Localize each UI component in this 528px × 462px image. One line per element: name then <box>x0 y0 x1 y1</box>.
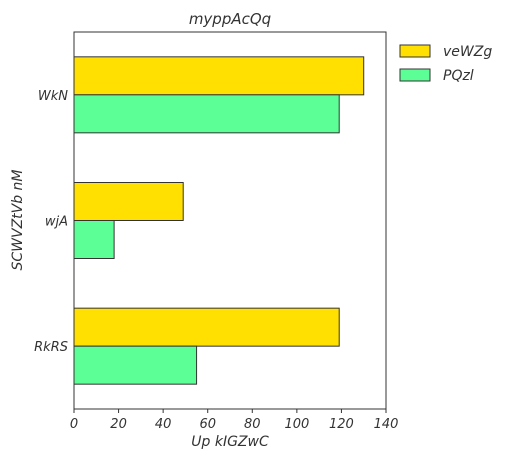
bar-veWZg-wjA <box>73 182 184 221</box>
x-tick-label: 60 <box>199 417 216 432</box>
y-axis-label: SCWVZtVb nM <box>10 169 26 270</box>
legend-label: PQzl <box>443 68 474 84</box>
bars-group <box>73 56 365 385</box>
x-tick-label: 40 <box>155 417 172 432</box>
bar-veWZg-RkRS <box>73 307 340 347</box>
x-axis-label: Up kIGZwC <box>191 434 269 450</box>
x-axis-ticks: 0 20 40 60 80 100 120 140 <box>70 409 399 432</box>
legend: veWZg PQzl <box>399 44 492 84</box>
x-tick-label: 140 <box>374 417 399 432</box>
plot-frame <box>73 31 387 410</box>
legend-swatch <box>399 44 431 58</box>
x-tick-label: 20 <box>110 417 127 432</box>
x-tick-label: 120 <box>329 417 354 432</box>
chart-title: myppAcQq <box>189 10 271 28</box>
bar-PQzl-RkRS <box>73 345 198 385</box>
y-axis-categories: WkN wjA RkRS <box>34 89 68 355</box>
bar-PQzl-wjA <box>73 220 115 259</box>
bar-PQzl-WkN <box>73 94 340 134</box>
y-category-label: WkN <box>38 89 68 104</box>
x-tick-label: 100 <box>284 417 309 432</box>
x-tick-label: 0 <box>70 417 78 432</box>
legend-label: veWZg <box>443 44 492 60</box>
x-tick-label: 80 <box>244 417 261 432</box>
y-category-label: RkRS <box>34 340 68 355</box>
legend-swatch <box>399 68 431 82</box>
y-category-label: wjA <box>45 215 68 230</box>
bar-veWZg-WkN <box>73 56 365 96</box>
